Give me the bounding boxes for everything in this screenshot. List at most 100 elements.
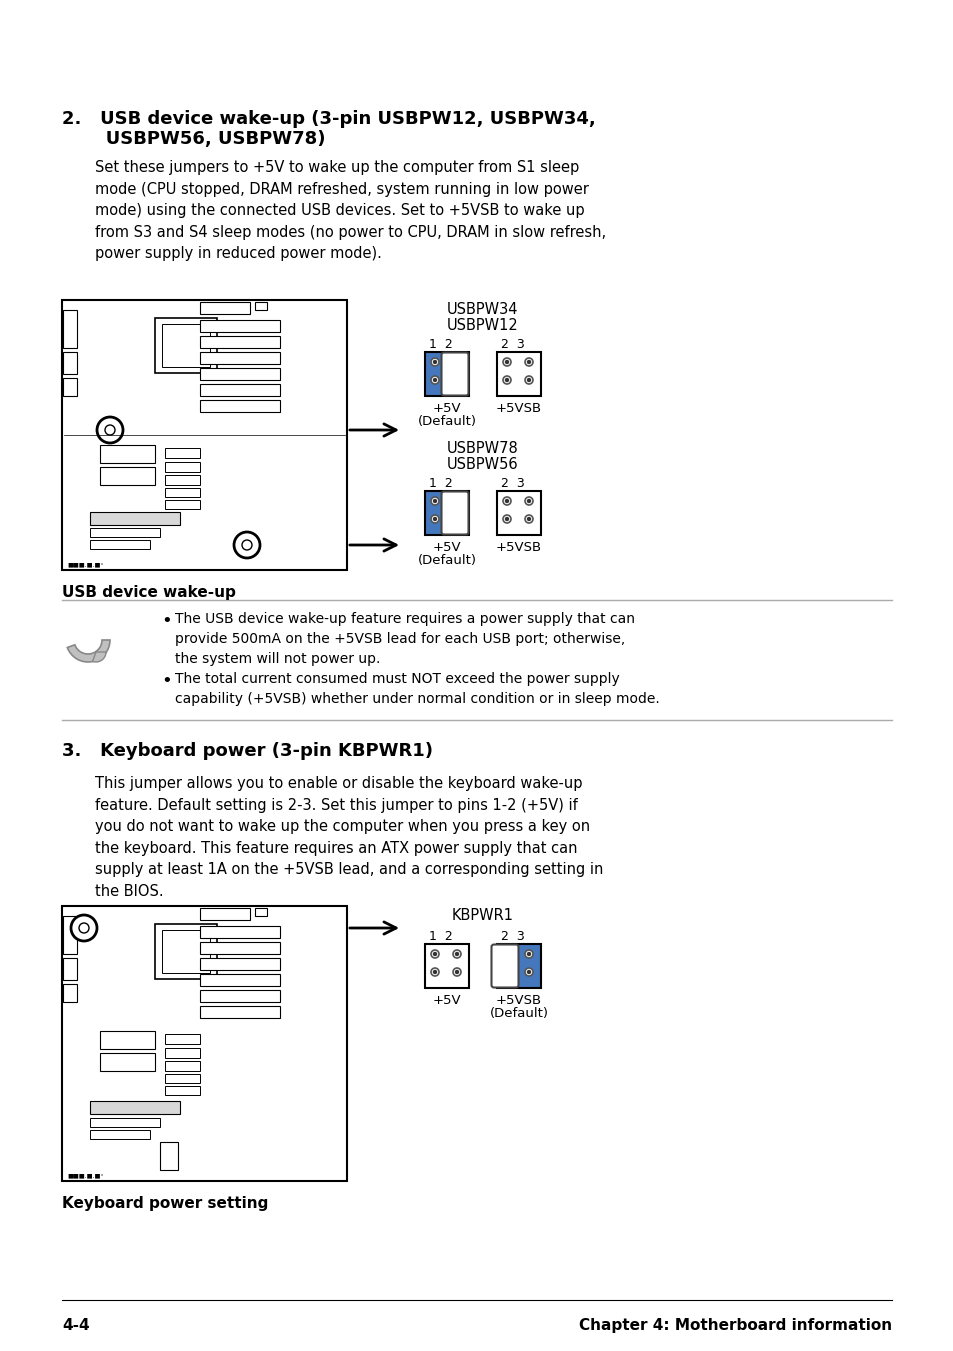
Text: USBPW56, USBPW78): USBPW56, USBPW78): [62, 130, 325, 149]
Bar: [63, 309, 77, 349]
Text: +5V: +5V: [433, 540, 461, 554]
Text: The total current consumed must NOT exceed the power supply
capability (+5VSB) w: The total current consumed must NOT exce…: [174, 671, 659, 707]
Circle shape: [453, 497, 460, 505]
FancyBboxPatch shape: [491, 944, 518, 988]
Text: ■■■.■.■°: ■■■.■.■°: [67, 1173, 103, 1178]
Bar: [200, 384, 280, 396]
Circle shape: [455, 952, 458, 957]
Bar: [100, 444, 154, 463]
Circle shape: [455, 378, 458, 382]
Circle shape: [504, 952, 509, 957]
Bar: [165, 1061, 200, 1071]
Bar: [254, 908, 267, 916]
Bar: [424, 490, 469, 535]
Circle shape: [433, 499, 436, 503]
Bar: [165, 488, 200, 497]
Text: ■■■.■.■°: ■■■.■.■°: [67, 562, 103, 567]
Circle shape: [504, 517, 509, 521]
Text: 2.   USB device wake-up (3-pin USBPW12, USBPW34,: 2. USB device wake-up (3-pin USBPW12, US…: [62, 109, 595, 128]
Bar: [160, 1142, 178, 1170]
Bar: [90, 1119, 160, 1127]
Circle shape: [504, 970, 509, 974]
Text: 1  2: 1 2: [429, 338, 453, 351]
Bar: [100, 467, 154, 485]
Bar: [90, 1101, 180, 1115]
Circle shape: [526, 378, 531, 382]
Bar: [162, 929, 210, 973]
Circle shape: [433, 952, 436, 957]
Text: USBPW78: USBPW78: [447, 440, 518, 457]
Bar: [154, 924, 216, 979]
Text: 2  3: 2 3: [500, 929, 524, 943]
Circle shape: [453, 969, 460, 975]
FancyBboxPatch shape: [441, 353, 468, 396]
Text: Chapter 4: Motherboard information: Chapter 4: Motherboard information: [578, 1319, 891, 1333]
Bar: [165, 1034, 200, 1044]
Circle shape: [453, 950, 460, 958]
Circle shape: [453, 515, 460, 523]
Circle shape: [502, 497, 511, 505]
Circle shape: [502, 376, 511, 384]
Text: USBPW56: USBPW56: [447, 457, 518, 471]
Text: Set these jumpers to +5V to wake up the computer from S1 sleep
mode (CPU stopped: Set these jumpers to +5V to wake up the …: [95, 159, 605, 261]
Text: 2  3: 2 3: [500, 338, 524, 351]
Bar: [200, 336, 280, 349]
Circle shape: [431, 358, 438, 366]
Bar: [165, 462, 200, 471]
Circle shape: [524, 497, 533, 505]
Circle shape: [431, 950, 438, 958]
Circle shape: [524, 376, 533, 384]
Bar: [90, 512, 180, 526]
Bar: [100, 1031, 154, 1048]
Text: KBPWR1: KBPWR1: [452, 908, 514, 923]
Text: USB device wake-up: USB device wake-up: [62, 585, 235, 600]
Bar: [63, 916, 77, 954]
Bar: [424, 944, 469, 988]
Bar: [200, 320, 280, 332]
Circle shape: [504, 378, 509, 382]
Bar: [200, 942, 280, 954]
Circle shape: [526, 970, 531, 974]
Bar: [100, 1052, 154, 1071]
Bar: [63, 353, 77, 374]
Wedge shape: [68, 640, 110, 662]
Bar: [424, 353, 469, 396]
Bar: [200, 367, 280, 380]
Bar: [90, 1129, 150, 1139]
Bar: [200, 353, 280, 363]
Text: •: •: [161, 671, 172, 690]
Circle shape: [524, 950, 533, 958]
Circle shape: [79, 923, 89, 934]
Text: (Default): (Default): [489, 1006, 548, 1020]
Bar: [162, 324, 210, 367]
Bar: [200, 925, 280, 938]
Circle shape: [433, 359, 436, 365]
Circle shape: [242, 540, 252, 550]
Text: +5VSB: +5VSB: [496, 540, 541, 554]
Circle shape: [433, 517, 436, 521]
Circle shape: [504, 499, 509, 503]
Bar: [254, 303, 267, 309]
Circle shape: [453, 376, 460, 384]
Bar: [90, 528, 160, 536]
Circle shape: [455, 970, 458, 974]
Circle shape: [431, 515, 438, 523]
Text: 1  2: 1 2: [429, 477, 453, 490]
Bar: [200, 990, 280, 1002]
Bar: [497, 353, 540, 396]
Wedge shape: [92, 653, 106, 662]
Circle shape: [502, 969, 511, 975]
Bar: [90, 540, 150, 549]
Circle shape: [526, 499, 531, 503]
Text: The USB device wake-up feature requires a power supply that can
provide 500mA on: The USB device wake-up feature requires …: [174, 612, 635, 666]
Text: This jumper allows you to enable or disable the keyboard wake-up
feature. Defaul: This jumper allows you to enable or disa…: [95, 775, 602, 898]
Circle shape: [105, 426, 115, 435]
Circle shape: [431, 969, 438, 975]
Circle shape: [526, 517, 531, 521]
Bar: [200, 303, 250, 313]
Text: +5VSB: +5VSB: [496, 994, 541, 1006]
Circle shape: [502, 515, 511, 523]
Circle shape: [431, 376, 438, 384]
Text: (Default): (Default): [417, 415, 476, 428]
Bar: [62, 907, 347, 1181]
